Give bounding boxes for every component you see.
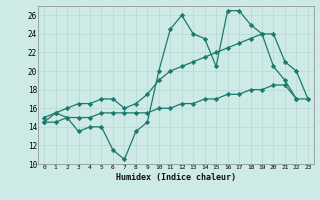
X-axis label: Humidex (Indice chaleur): Humidex (Indice chaleur) (116, 173, 236, 182)
